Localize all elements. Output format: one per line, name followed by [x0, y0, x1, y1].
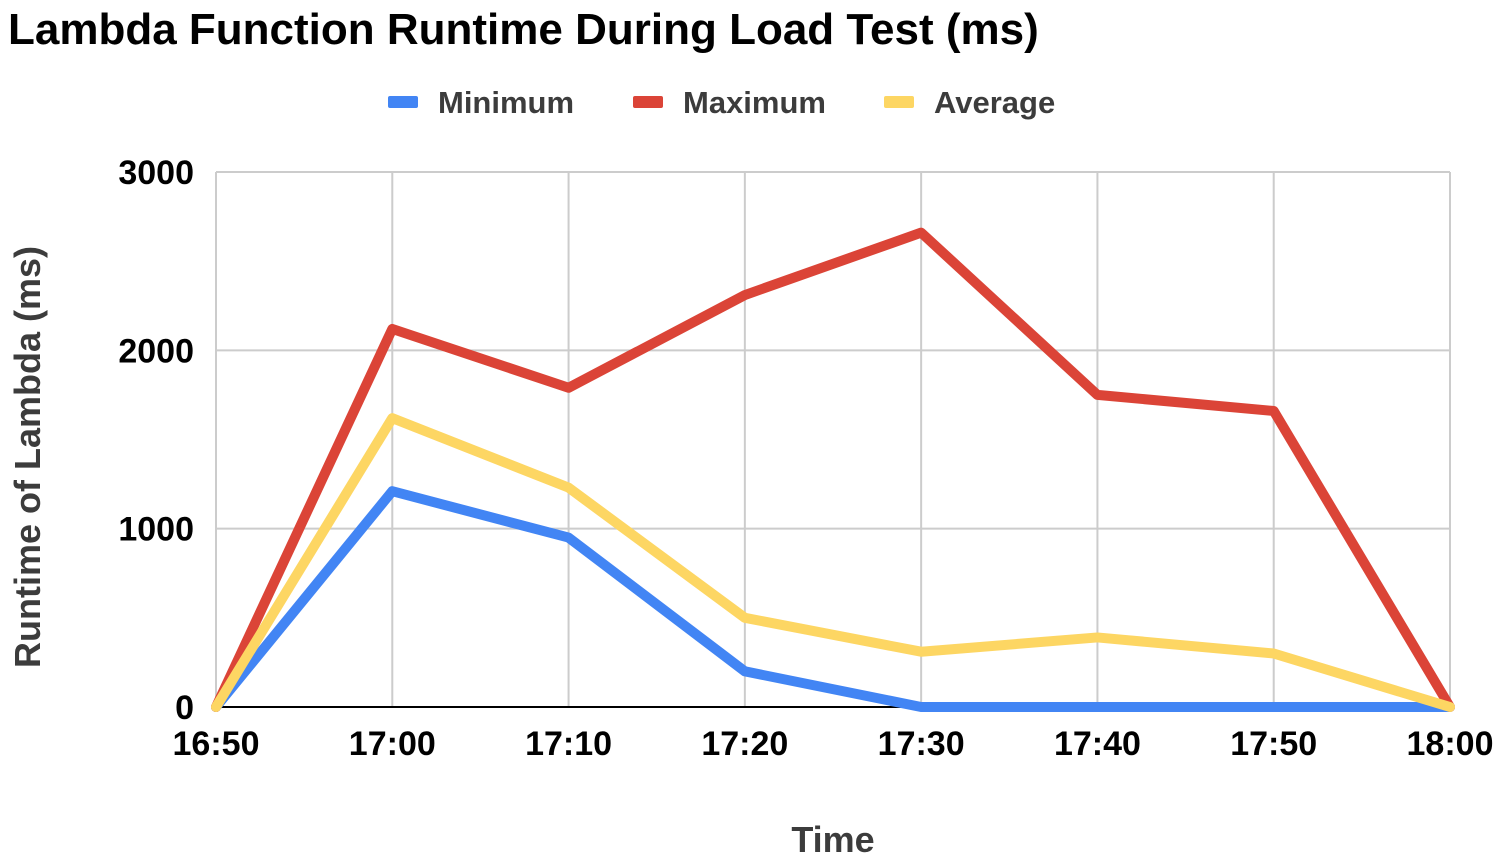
chart-title: Lambda Function Runtime During Load Test…	[8, 5, 1039, 54]
x-tick-label: 17:10	[525, 725, 612, 763]
x-tick-label: 17:40	[1054, 725, 1141, 763]
x-tick-label: 16:50	[173, 725, 260, 763]
gridlines	[215, 171, 1451, 708]
y-tick-label: 1000	[118, 511, 194, 549]
x-axis-ticks: 16:50 17:00 17:10 17:20 17:30 17:40 17:50 18:00	[173, 725, 1494, 763]
legend: Minimum Maximum Average	[388, 85, 1055, 120]
legend-label-maximum: Maximum	[683, 85, 826, 120]
legend-label-minimum: Minimum	[438, 85, 574, 120]
x-tick-label: 17:30	[878, 725, 965, 763]
series-line-average	[211, 413, 1455, 712]
x-tick-label: 17:50	[1230, 725, 1317, 763]
y-tick-label: 2000	[118, 332, 194, 370]
x-tick-label: 18:00	[1407, 725, 1494, 763]
legend-label-average: Average	[934, 85, 1055, 120]
x-tick-label: 17:20	[701, 725, 788, 763]
legend-swatch-minimum	[388, 96, 418, 108]
series-lines	[211, 227, 1455, 712]
x-tick-label: 17:00	[349, 725, 436, 763]
legend-swatch-average	[884, 96, 914, 108]
x-axis-title: Time	[791, 819, 874, 859]
y-tick-label: 0	[175, 689, 194, 727]
series-line-minimum	[211, 486, 1455, 712]
y-tick-label: 3000	[118, 154, 194, 192]
legend-swatch-maximum	[633, 96, 663, 108]
y-axis-title: Runtime of Lambda (ms)	[7, 246, 48, 668]
y-axis-ticks: 0 1000 2000 3000	[118, 154, 194, 727]
series-line-maximum	[211, 227, 1455, 712]
